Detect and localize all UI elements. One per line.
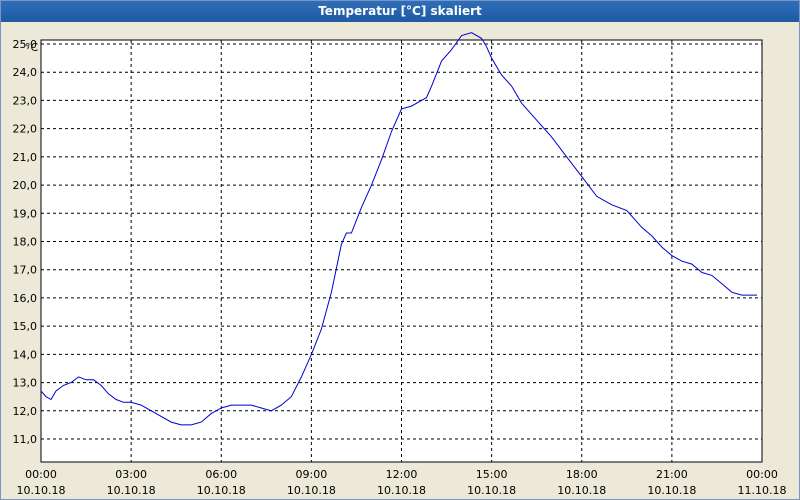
- y-tick-label: 16,0: [13, 292, 38, 305]
- x-tick-time: 03:00: [115, 468, 147, 481]
- y-tick-label: 13,0: [13, 377, 38, 390]
- x-tick-time: 15:00: [476, 468, 508, 481]
- x-tick-time: 06:00: [205, 468, 237, 481]
- y-tick-label: 24,0: [13, 66, 38, 79]
- y-tick-label: 18,0: [13, 236, 38, 249]
- y-tick-label: 21,0: [13, 151, 38, 164]
- x-tick-time: 12:00: [386, 468, 418, 481]
- x-tick-time: 09:00: [296, 468, 328, 481]
- y-tick-label: 20,0: [13, 179, 38, 192]
- y-tick-label: 12,0: [13, 405, 38, 418]
- x-tick-time: 00:00: [746, 468, 778, 481]
- y-tick-label: 15,0: [13, 320, 38, 333]
- x-tick-date: 10.10.18: [107, 484, 156, 497]
- x-tick-time: 18:00: [566, 468, 598, 481]
- chart-title: Temperatur [°C] skaliert: [1, 1, 799, 22]
- x-tick-time: 00:00: [25, 468, 57, 481]
- x-tick-date: 10.10.18: [647, 484, 696, 497]
- y-tick-label: 22,0: [13, 123, 38, 136]
- y-tick-label: 14,0: [13, 348, 38, 361]
- y-tick-label: 25,0: [13, 38, 38, 51]
- x-tick-date: 10.10.18: [467, 484, 516, 497]
- x-tick-date: 10.10.18: [377, 484, 426, 497]
- y-tick-label: 17,0: [13, 264, 38, 277]
- x-tick-date: 10.10.18: [197, 484, 246, 497]
- temperature-line: [40, 32, 757, 426]
- x-tick-date: 10.10.18: [287, 484, 336, 497]
- y-tick-label: 19,0: [13, 207, 38, 220]
- x-tick-date: 11.10.18: [738, 484, 787, 497]
- y-tick-label: 11,0: [13, 433, 38, 446]
- y-tick-label: 23,0: [13, 94, 38, 107]
- y-axis-unit: °C: [25, 41, 39, 54]
- temperature-chart: 11,0 12,0 13,0 14,0 15,0 16,0 17,0 18,0 19,0 20,0…: [1, 23, 799, 499]
- x-tick-time: 21:00: [656, 468, 688, 481]
- x-tick-date: 10.10.18: [557, 484, 606, 497]
- x-tick-date: 10.10.18: [17, 484, 66, 497]
